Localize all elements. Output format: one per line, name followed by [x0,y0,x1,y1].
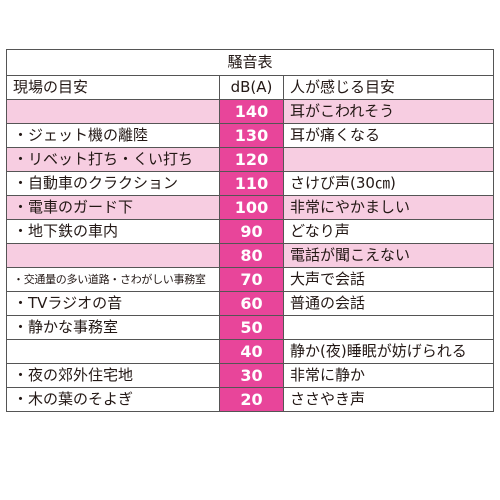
table-row: ・夜の郊外住宅地 30 非常に静か [6,363,495,388]
noise-table: 騒音表 現場の目安 dB(A) 人が感じる目安 140 耳がこわれそう ・ジェット機… [5,49,495,412]
db-cell: 50 [219,315,284,340]
db-cell: 140 [219,99,284,124]
feel-cell: 耳がこわれそう [282,99,495,124]
feel-cell [282,315,495,340]
feel-cell: 電話が聞こえない [282,243,495,268]
place-cell: ・夜の郊外住宅地 [6,363,220,388]
header-row: 現場の目安 dB(A) 人が感じる目安 [6,75,495,100]
db-cell: 110 [219,171,284,196]
db-cell: 80 [219,243,284,268]
place-cell [6,339,220,364]
place-cell: ・TVラジオの音 [6,291,220,316]
header-place: 現場の目安 [6,75,220,100]
table-row: ・TVラジオの音 60 普通の会話 [6,291,495,316]
table-row: 40 静か(夜)睡眠が妨げられる [6,339,495,364]
header-db: dB(A) [219,75,284,100]
place-cell: ・自動車のクラクション [6,171,220,196]
place-cell [6,243,220,268]
feel-cell: 非常に静か [282,363,495,388]
table-row: ・電車のガード下 100 非常にやかましい [6,195,495,220]
feel-cell: 静か(夜)睡眠が妨げられる [282,339,495,364]
feel-cell: 耳が痛くなる [282,123,495,148]
db-cell: 130 [219,123,284,148]
db-cell: 30 [219,363,284,388]
feel-cell: ささやき声 [282,387,495,412]
feel-cell: 普通の会話 [282,291,495,316]
place-cell: ・静かな事務室 [6,315,220,340]
db-cell: 120 [219,147,284,172]
table-row: ・地下鉄の車内 90 どなり声 [6,219,495,244]
table-row: 80 電話が聞こえない [6,243,495,268]
place-cell: ・地下鉄の車内 [6,219,220,244]
table-row: ・リベット打ち・くい打ち 120 [6,147,495,172]
table-row: ・ジェット機の離陸 130 耳が痛くなる [6,123,495,148]
db-cell: 60 [219,291,284,316]
feel-cell: 非常にやかましい [282,195,495,220]
table-row: 140 耳がこわれそう [6,99,495,124]
table-row: ・自動車のクラクション 110 さけび声(30㎝) [6,171,495,196]
feel-cell: どなり声 [282,219,495,244]
table-row: ・木の葉のそよぎ 20 ささやき声 [6,387,495,412]
db-cell: 40 [219,339,284,364]
db-cell: 20 [219,387,284,412]
feel-cell: 大声で会話 [282,267,495,292]
db-cell: 70 [219,267,284,292]
table-title: 騒音表 [5,49,495,76]
place-cell: ・リベット打ち・くい打ち [6,147,220,172]
place-cell: ・ジェット機の離陸 [6,123,220,148]
title-row: 騒音表 [5,49,495,76]
table-row: ・静かな事務室 50 [6,315,495,340]
table-row: ・交通量の多い道路・さわがしい事務室 70 大声で会話 [6,267,495,292]
place-cell: ・木の葉のそよぎ [6,387,220,412]
place-cell: ・電車のガード下 [6,195,220,220]
feel-cell [282,147,495,172]
header-feel: 人が感じる目安 [282,75,495,100]
place-cell: ・交通量の多い道路・さわがしい事務室 [6,267,220,292]
db-cell: 90 [219,219,284,244]
db-cell: 100 [219,195,284,220]
feel-cell: さけび声(30㎝) [282,171,495,196]
place-cell [6,99,220,124]
table-body: 140 耳がこわれそう ・ジェット機の離陸 130 耳が痛くなる ・リベット打ち・くい打ち… [6,99,495,412]
